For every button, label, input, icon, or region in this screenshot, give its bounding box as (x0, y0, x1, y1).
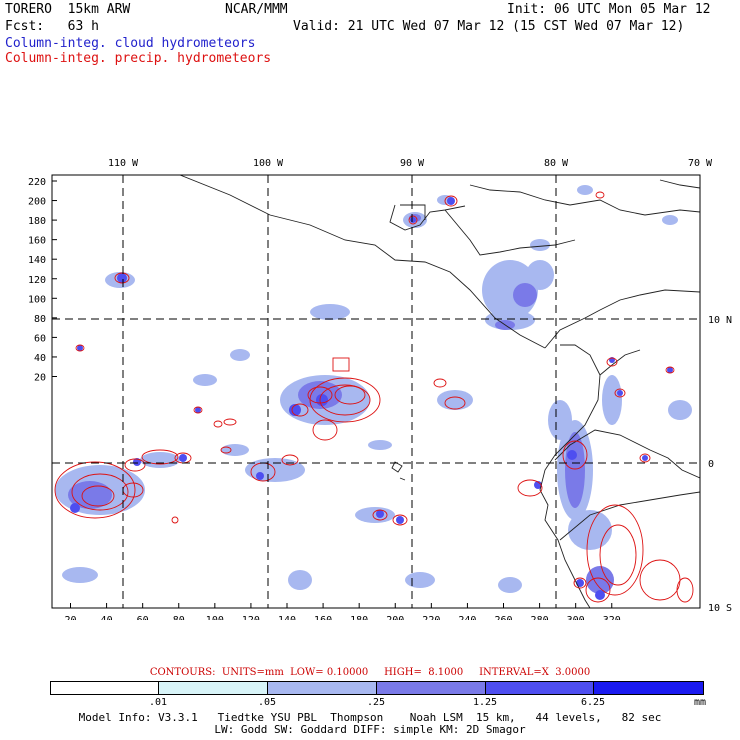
y-tick-label: 160 (28, 236, 46, 247)
colorbar (50, 681, 704, 695)
x-tick-label: 300 (567, 615, 585, 620)
lon-label-90w: 90 W (400, 158, 425, 169)
model-title: TORERO 15km ARW (5, 2, 131, 17)
x-tick-label: 180 (350, 615, 368, 620)
y-tick-label: 60 (34, 333, 46, 344)
longitude-labels: 110 W 100 W 90 W 80 W 70 W (108, 158, 713, 169)
x-tick-label: 140 (278, 615, 296, 620)
y-tick-label: 200 (28, 197, 46, 208)
x-tick-label: 240 (458, 615, 476, 620)
y-tick-label: 180 (28, 216, 46, 227)
x-tick-label: 160 (314, 615, 332, 620)
x-axis-ticks: 20 40 60 80 100 120 140 160 180 200 220 240 260 280 30… (64, 603, 621, 620)
model-info-line1: Model Info: V3.3.1 Tiedtke YSU PBL Thomp… (78, 711, 662, 724)
latitude-labels: 10 N 0 10 S (708, 315, 732, 614)
x-tick-label: 60 (137, 615, 149, 620)
x-tick-label: 80 (173, 615, 185, 620)
colorbar-label: .25 (366, 697, 386, 708)
x-tick-label: 20 (64, 615, 76, 620)
x-tick-label: 200 (386, 615, 404, 620)
y-tick-label: 220 (28, 177, 46, 188)
lon-label-100w: 100 W (253, 158, 284, 169)
colorbar-bin (51, 682, 159, 694)
lat-label-0: 0 (708, 459, 714, 470)
colorbar-label: 1.25 (472, 697, 498, 708)
x-tick-label: 40 (101, 615, 113, 620)
lat-label-10s: 10 S (708, 603, 732, 614)
colorbar-bin (594, 682, 703, 694)
lon-label-80w: 80 W (544, 158, 569, 169)
map-frame (51, 174, 701, 609)
colorbar-bin (377, 682, 486, 694)
colorbar-bin (159, 682, 268, 694)
lat-lon-grid (52, 175, 700, 608)
y-tick-label: 120 (28, 275, 46, 286)
colorbar-bin (268, 682, 377, 694)
colorbar-label: 6.25 (580, 697, 606, 708)
lon-label-110w: 110 W (108, 158, 139, 169)
forecast-hour: Fcst: 63 h (5, 19, 99, 34)
cloud-shading (55, 185, 692, 600)
y-tick-label: 80 (34, 314, 46, 325)
coastlines (179, 175, 700, 608)
organization-label: NCAR/MMM (225, 2, 288, 17)
model-info-line2: LW: Godd SW: Goddard DIFF: simple KM: 2D… (214, 723, 526, 736)
cloud-field-label: Column-integ. cloud hydrometeors (5, 36, 256, 51)
contour-info: CONTOURS: UNITS=mm LOW= 0.10000 HIGH= 8.… (149, 667, 591, 678)
lat-label-10n: 10 N (708, 315, 732, 326)
y-tick-label: 140 (28, 255, 46, 266)
valid-time: Valid: 21 UTC Wed 07 Mar 12 (15 CST Wed … (293, 19, 685, 34)
init-time: Init: 06 UTC Mon 05 Mar 12 (507, 2, 711, 17)
colorbar-label: .01 (148, 697, 168, 708)
y-tick-label: 100 (28, 294, 46, 305)
precip-contours (54, 191, 694, 603)
forecast-map: 2040608010012014016018020022024026028030… (28, 158, 732, 620)
x-tick-label: 280 (531, 615, 549, 620)
x-tick-label: 100 (206, 615, 224, 620)
x-tick-label: 320 (603, 615, 621, 620)
precip-field-label: Column-integ. precip. hydrometeors (5, 51, 272, 66)
colorbar-bin (486, 682, 594, 694)
x-tick-label: 260 (494, 615, 512, 620)
x-tick-label: 220 (422, 615, 440, 620)
lon-label-70w: 70 W (688, 158, 713, 169)
y-tick-label: 20 (34, 373, 46, 384)
x-tick-label: 120 (242, 615, 260, 620)
y-tick-label: 40 (34, 353, 46, 364)
y-axis-ticks: 220 200 180 160 140 120 100 80 60 40 20 (28, 177, 57, 384)
colorbar-label: .05 (257, 697, 277, 708)
colorbar-unit: mm (693, 697, 707, 708)
